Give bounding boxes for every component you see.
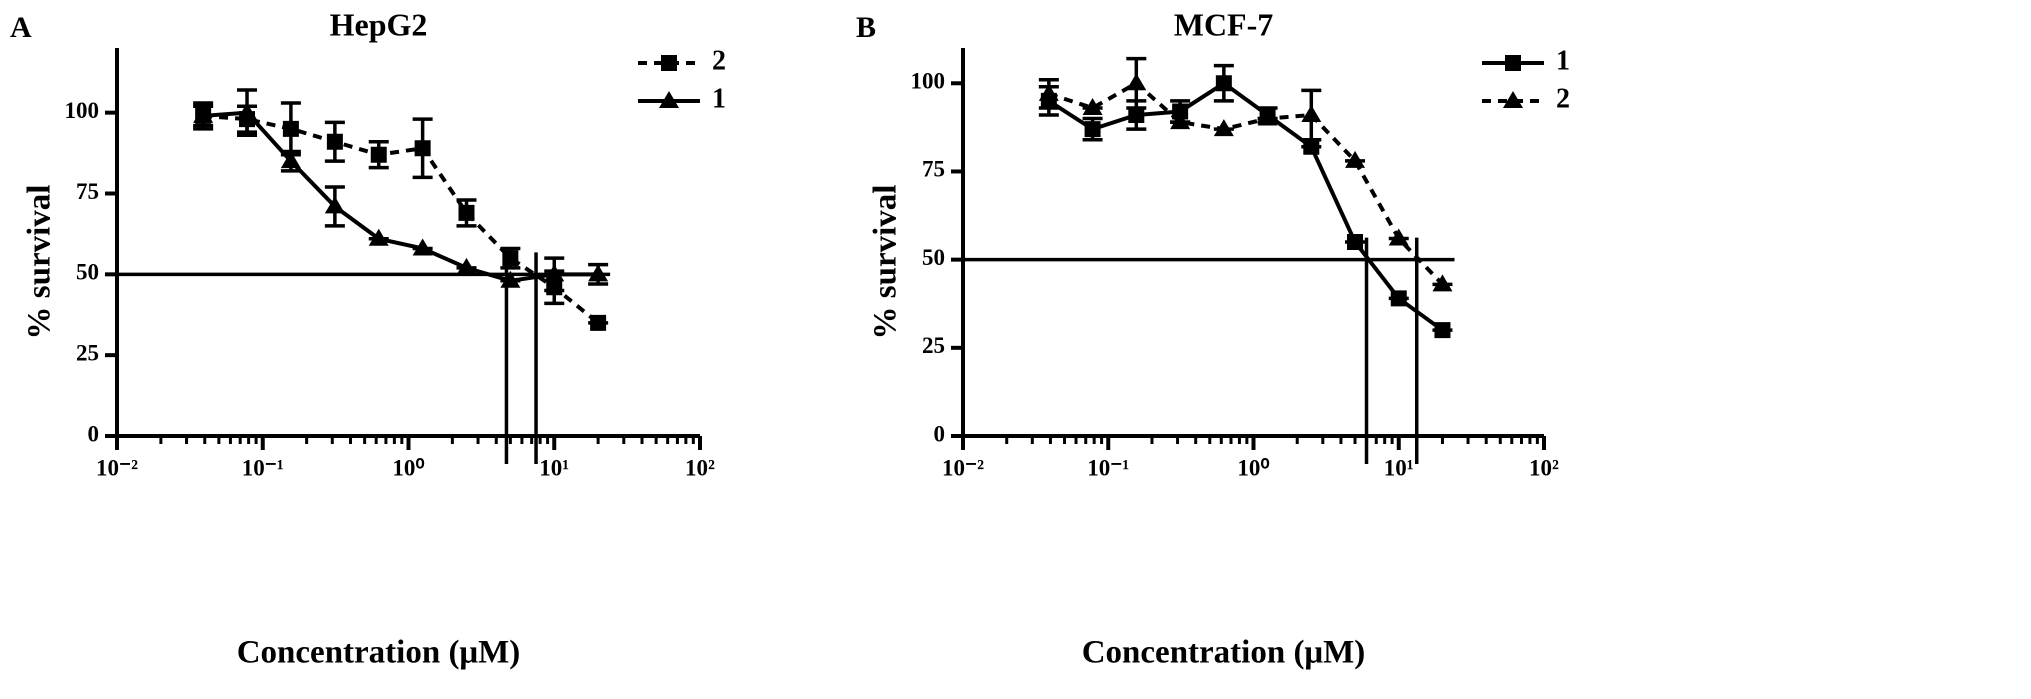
x-tick-label: 10⁻¹	[1087, 455, 1129, 480]
x-tick-label: 10²	[685, 455, 715, 480]
marker	[1301, 105, 1322, 123]
marker	[1257, 108, 1278, 126]
marker	[368, 228, 389, 246]
marker	[412, 238, 433, 256]
marker	[544, 264, 565, 282]
marker	[1128, 107, 1145, 124]
marker	[1303, 138, 1320, 155]
y-tick-label: 25	[922, 333, 945, 358]
series-line	[1047, 80, 1444, 332]
marker	[1345, 150, 1366, 168]
marker	[590, 314, 607, 331]
marker	[370, 146, 387, 163]
y-tick-label: 75	[922, 157, 945, 182]
marker	[1434, 322, 1451, 339]
marker	[456, 257, 477, 275]
marker	[193, 105, 214, 123]
x-tick-label: 10²	[1529, 455, 1559, 480]
x-axis-label: Concentration (μM)	[237, 635, 521, 671]
x-tick-label: 10¹	[539, 455, 569, 480]
marker	[414, 140, 431, 157]
panel-label: A	[10, 11, 32, 44]
legend-label: 1	[712, 83, 726, 114]
marker	[1432, 274, 1453, 292]
marker	[324, 196, 345, 214]
legend-label: 2	[712, 45, 726, 76]
marker	[458, 204, 475, 221]
marker	[500, 270, 521, 288]
marker	[1215, 75, 1232, 92]
marker	[1126, 73, 1147, 91]
marker	[1347, 234, 1364, 250]
x-tick-label: 10⁻¹	[242, 455, 284, 480]
marker	[237, 102, 258, 120]
series-line	[203, 113, 600, 325]
marker	[502, 250, 519, 267]
x-axis-label: Concentration (μM)	[1082, 635, 1366, 671]
x-tick-label: 10⁻²	[96, 455, 138, 480]
x-tick-label: 10⁰	[1237, 455, 1269, 480]
chart-title: HepG2	[330, 6, 428, 42]
legend-marker	[659, 91, 679, 108]
y-axis-label: % survival	[868, 185, 904, 340]
chart-title: MCF-7	[1174, 6, 1274, 42]
legend-marker	[1505, 55, 1521, 71]
marker	[326, 133, 343, 150]
y-tick-label: 100	[911, 69, 946, 94]
marker	[588, 264, 609, 282]
y-tick-label: 50	[922, 245, 945, 270]
x-tick-label: 10¹	[1384, 455, 1414, 480]
marker	[1038, 83, 1059, 101]
marker	[1390, 290, 1407, 307]
y-tick-label: 25	[76, 340, 99, 365]
y-tick-label: 100	[65, 98, 100, 123]
legend-marker	[1503, 91, 1523, 108]
series-line	[203, 110, 599, 283]
panel-label: B	[856, 11, 876, 44]
y-tick-label: 0	[934, 421, 946, 446]
y-axis-label: % survival	[22, 185, 58, 340]
marker	[1082, 97, 1103, 115]
legend-label: 1	[1556, 45, 1570, 76]
marker	[1170, 112, 1191, 130]
legend-marker	[661, 55, 677, 71]
marker	[1172, 103, 1189, 120]
legend-label: 2	[1556, 83, 1570, 114]
marker	[282, 120, 299, 137]
marker	[1388, 228, 1409, 246]
marker	[280, 151, 301, 169]
y-tick-label: 50	[76, 260, 99, 285]
x-tick-label: 10⁻²	[942, 455, 984, 480]
y-tick-label: 75	[76, 179, 99, 204]
marker	[1084, 121, 1101, 138]
y-tick-label: 0	[88, 421, 100, 446]
marker	[1213, 119, 1234, 137]
x-tick-label: 10⁰	[392, 455, 424, 480]
series-line	[1048, 80, 1444, 286]
